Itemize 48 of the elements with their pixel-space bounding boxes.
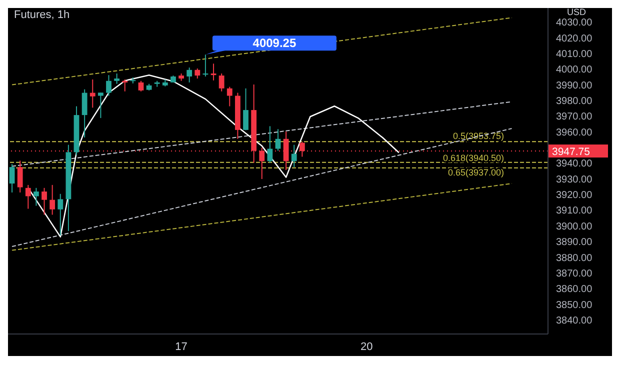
candlestick [114, 73, 120, 84]
candlestick [90, 78, 96, 108]
y-tick-label: 3920.00 [556, 190, 593, 202]
ref-line-label: 0.618(3940.50) [442, 152, 504, 163]
y-axis-title: USD [566, 7, 586, 17]
y-tick-label: 3910.00 [556, 206, 593, 217]
chart-title: Futures, 1h [12, 9, 72, 21]
candlestick [25, 184, 31, 210]
candlestick [50, 184, 56, 216]
y-tick-label: 3850.00 [556, 300, 593, 311]
candlestick [226, 86, 232, 107]
candlestick [243, 88, 248, 131]
candlestick [138, 80, 144, 92]
y-tick-label: 4020.00 [556, 33, 593, 44]
candlestick [106, 74, 112, 96]
candlestick [267, 126, 273, 164]
candlestick [58, 193, 64, 236]
y-tick-label: 3990.00 [556, 80, 593, 92]
candlestick [218, 73, 224, 92]
candlestick [122, 78, 128, 92]
candlestick [34, 187, 39, 206]
y-tick-label: 4030.00 [556, 18, 593, 29]
y-tick-label: 3980.00 [556, 96, 593, 108]
x-tick-label: 17 [175, 340, 188, 353]
y-tick-label: 3900.00 [556, 221, 593, 232]
candlestick [98, 92, 104, 119]
candlestick [9, 164, 15, 193]
ref-line-label: 0.65(3937.00) [448, 167, 504, 178]
candlestick [194, 68, 200, 80]
y-tick-label: 3960.00 [556, 127, 593, 138]
annotation: 4009.25 [252, 36, 296, 50]
x-tick-label: 20 [360, 340, 373, 353]
y-tick-label: 3870.00 [556, 268, 593, 280]
y-tick-label: 3840.00 [556, 315, 593, 326]
y-tick-label: 3930.00 [556, 174, 593, 186]
candlestick [42, 187, 47, 216]
y-tick-label: 4010.00 [556, 49, 593, 60]
ref-line-label: 3947.75 [552, 146, 590, 158]
candlestick [82, 88, 88, 138]
y-tick-label: 3970.00 [556, 112, 593, 123]
y-tick-label: 3860.00 [556, 284, 593, 296]
candlestick [291, 144, 297, 168]
y-tick-label: 3940.00 [556, 158, 593, 170]
y-tick-label: 3890.00 [556, 237, 593, 248]
candlestick [17, 160, 23, 193]
y-tick-label: 3880.00 [556, 252, 593, 264]
y-tick-label: 4000.00 [556, 64, 593, 76]
candlestick [186, 67, 192, 83]
